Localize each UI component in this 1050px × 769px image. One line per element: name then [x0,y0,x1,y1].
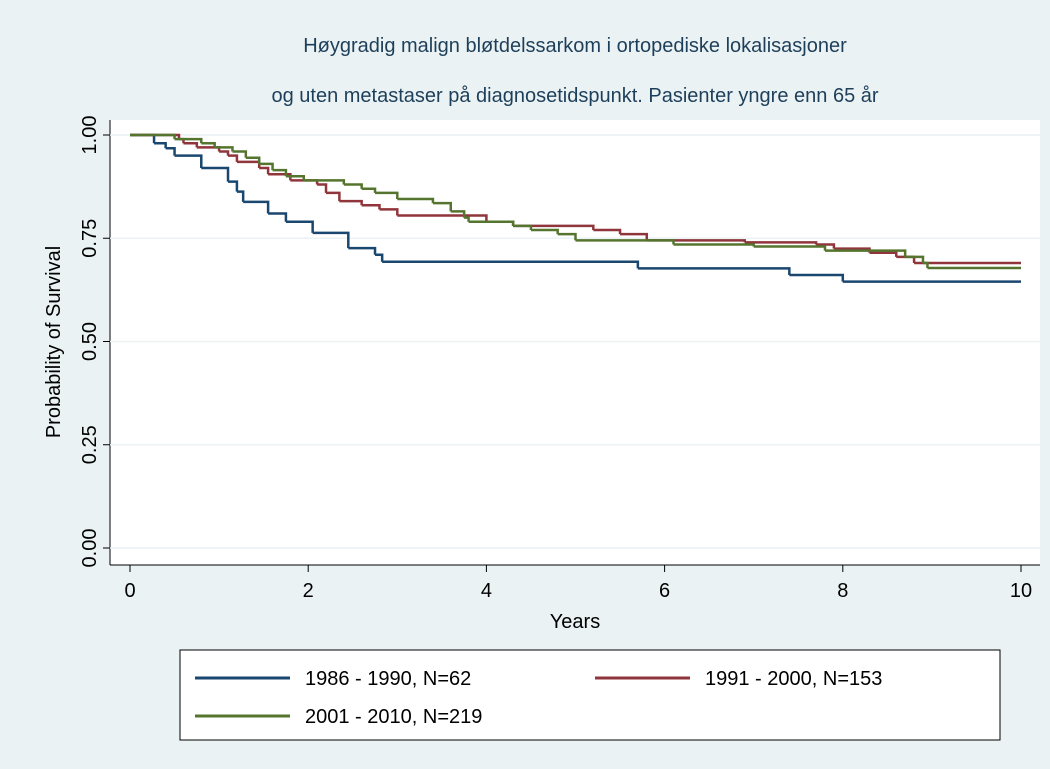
survival-step [450,210,466,218]
survival-step [268,212,288,222]
survival-step [201,142,216,148]
survival-step [905,255,925,264]
survival-step [259,162,274,171]
y-axis-label: Probability of Survival [43,246,65,438]
survival-step [285,175,305,181]
survival-step [361,203,381,210]
survival-step [593,228,622,235]
survival-step [375,253,384,262]
survival-step [183,142,199,148]
survival-step [272,168,288,177]
survival-step [303,179,346,185]
survival-step [165,146,176,156]
survival-step [816,243,836,249]
chart-title: og uten metastaser på diagnosetidspunkt.… [271,85,878,107]
survival-step [348,246,377,255]
survival-step [375,191,399,200]
survival-step [174,137,203,144]
survival-step [219,150,230,156]
survival-step [824,249,907,257]
survival-step [174,154,203,169]
survival-step [361,187,377,193]
survival-step [285,220,314,233]
survival-step [557,232,577,241]
y-tick-label: 0.50 [79,322,101,361]
survival-step [245,156,261,164]
survival-step [201,166,230,182]
survival-step [382,260,640,269]
chart-title: Høygradig malign bløtdelssarkom i ortope… [303,35,847,57]
survival-step [259,166,270,175]
legend-label: 1986 - 1990, N=62 [305,668,471,690]
y-tick-label: 1.00 [79,116,101,155]
survival-step [620,232,649,241]
legend [179,649,1001,741]
survival-step [312,231,350,249]
y-tick-label: 0.00 [79,529,101,568]
survival-step [513,224,595,230]
survival-step [922,261,929,268]
survival-step [232,150,248,158]
survival-step [464,216,470,222]
survival-step [326,191,341,202]
plot-area [110,120,1040,565]
x-tick-label: 6 [659,580,670,602]
survival-step [432,201,453,212]
survival-step [228,154,239,162]
x-axis-label: Years [550,611,600,633]
y-tick-label: 0.75 [79,219,101,258]
y-tick-label: 0.25 [79,425,101,464]
survival-step [130,133,176,140]
survival-step [637,267,791,276]
survival-step [154,142,167,149]
survival-step [379,208,399,216]
survival-step [214,146,234,152]
survival-step [397,214,488,222]
x-tick-label: 8 [837,580,848,602]
survival-step [339,199,363,206]
survival-step [530,228,559,235]
survival-step [268,172,292,181]
legend-label: 1991 - 2000, N=153 [705,668,882,690]
survival-step [869,251,898,257]
x-tick-label: 2 [303,580,314,602]
survival-step [343,183,363,189]
legend-label: 2001 - 2010, N=219 [305,706,482,728]
x-tick-label: 10 [1010,580,1032,602]
survival-step [243,200,270,214]
survival-step [789,273,845,282]
survival-step [228,180,239,192]
survival-step [397,197,435,204]
x-tick-label: 4 [481,580,492,602]
x-tick-label: 0 [124,580,135,602]
survival-step [317,183,328,193]
survival-step [236,190,245,202]
survival-step [753,245,827,251]
survival-step [513,224,533,230]
survival-step [575,239,675,245]
survival-step [468,220,515,226]
